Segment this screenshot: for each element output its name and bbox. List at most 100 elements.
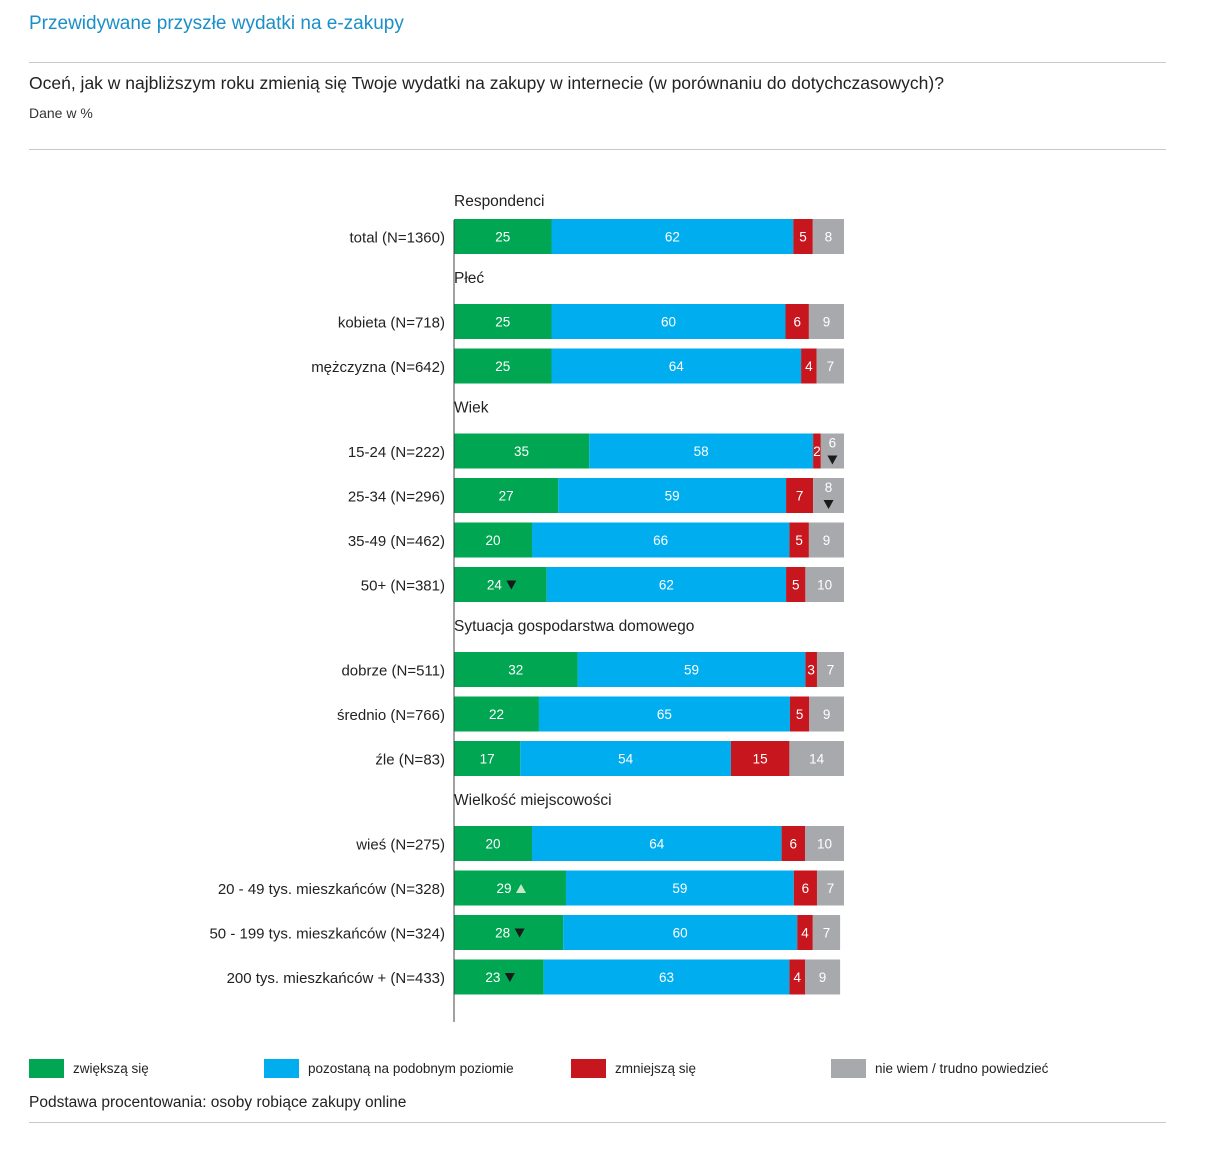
value-label-dont-know: 8	[825, 480, 833, 495]
value-label-dont-know: 7	[827, 881, 835, 896]
bar-segment-dont-know	[816, 870, 844, 906]
legend-item-dont-know: nie wiem / trudno powiedzieć	[831, 1058, 1048, 1078]
bar-segment-increase	[454, 826, 532, 861]
bar-segment-dont-know	[812, 219, 844, 254]
bar-segment-decrease	[789, 522, 809, 558]
bar-segment-same	[563, 915, 798, 950]
bar-segment-decrease	[730, 741, 790, 776]
value-label-decrease: 5	[795, 533, 803, 548]
value-label-dont-know: 9	[823, 707, 831, 722]
value-label-same: 66	[653, 533, 668, 548]
value-label-increase: 35	[514, 444, 529, 459]
bar-segment-decrease	[797, 915, 813, 950]
value-label-decrease: 4	[801, 926, 809, 941]
bar-segment-same	[532, 522, 790, 558]
row-label: mężczyzna (N=642)	[311, 359, 445, 376]
legend-swatch-same	[264, 1058, 299, 1078]
value-label-dont-know: 9	[823, 533, 831, 548]
row-label: 20 - 49 tys. mieszkańców (N=328)	[218, 881, 445, 898]
legend-item-same: pozostaną na podobnym poziomie	[264, 1058, 514, 1078]
value-label-increase: 20	[485, 533, 500, 548]
row-label: total (N=1360)	[350, 230, 445, 247]
bar-segment-increase	[454, 219, 552, 254]
value-label-decrease: 3	[807, 663, 815, 678]
unit-note: Dane w %	[29, 105, 93, 121]
value-label-decrease: 4	[793, 970, 801, 985]
value-label-dont-know: 7	[827, 359, 835, 374]
value-label-increase: 20	[485, 837, 500, 852]
bar-segment-dont-know	[808, 304, 844, 339]
value-label-decrease: 7	[796, 489, 804, 504]
arrow-up-icon	[515, 884, 526, 893]
value-label-decrease: 2	[813, 444, 821, 459]
bar-segment-increase	[454, 522, 532, 558]
bar-segment-increase	[454, 567, 547, 602]
value-label-same: 60	[661, 315, 676, 330]
arrow-down-icon	[823, 500, 834, 509]
survey-question: Oceń, jak w najbliższym roku zmienią się…	[29, 73, 944, 93]
bar-segment-same	[520, 741, 731, 776]
bar-segment-decrease	[786, 567, 806, 602]
value-label-dont-know: 14	[809, 752, 825, 767]
legend-swatch-increase	[29, 1058, 64, 1078]
bar-segment-decrease	[781, 826, 805, 861]
row-label: 200 tys. mieszkańców + (N=433)	[227, 970, 445, 987]
value-label-decrease: 4	[805, 359, 813, 374]
bar-segment-same	[543, 959, 790, 995]
row-label: 25-34 (N=296)	[348, 489, 445, 506]
bar-segment-increase	[454, 915, 564, 950]
bar-segment-dont-know	[789, 741, 844, 776]
value-label-decrease: 5	[799, 230, 807, 245]
bar-segment-increase	[454, 741, 521, 776]
divider-bottom	[29, 1122, 1166, 1123]
value-label-same: 63	[659, 970, 674, 985]
bar-segment-increase	[454, 870, 566, 906]
value-label-increase: 29	[496, 881, 511, 896]
value-label-increase: 17	[480, 752, 495, 767]
bar-segment-same	[546, 567, 787, 602]
bar-segment-same	[565, 870, 794, 906]
page-title: Przewidywane przyszłe wydatki na e-zakup…	[29, 13, 404, 34]
value-label-increase: 25	[495, 315, 510, 330]
value-label-dont-know: 9	[823, 315, 831, 330]
legend-item-decrease: zmniejszą się	[571, 1058, 696, 1078]
value-label-same: 58	[694, 444, 709, 459]
row-label: kobieta (N=718)	[338, 315, 445, 332]
value-label-decrease: 5	[796, 707, 804, 722]
bar-segment-increase	[454, 348, 552, 384]
divider-top	[29, 62, 1166, 63]
bar-segment-increase	[454, 959, 544, 995]
value-label-decrease: 6	[802, 881, 810, 896]
legend-label-decrease: zmniejszą się	[615, 1060, 697, 1076]
legend-label-dont-know: nie wiem / trudno powiedzieć	[875, 1060, 1049, 1076]
group-title: Wielkość miejscowości	[454, 792, 612, 809]
value-label-same: 59	[684, 663, 699, 678]
arrow-down-icon	[504, 973, 515, 982]
bar-segment-decrease	[785, 304, 809, 339]
value-label-increase: 25	[495, 230, 510, 245]
value-label-dont-know: 6	[829, 436, 837, 451]
value-label-increase: 22	[489, 707, 504, 722]
row-label: 35-49 (N=462)	[348, 533, 445, 550]
value-label-decrease: 15	[753, 752, 768, 767]
bar-segment-same	[577, 652, 806, 687]
bar-segment-dont-know	[805, 826, 844, 861]
bar-segment-dont-know	[816, 652, 844, 687]
legend-label-increase: zwiększą się	[73, 1060, 149, 1076]
value-label-same: 59	[672, 881, 687, 896]
bar-segment-dont-know	[809, 696, 844, 732]
bar-segment-dont-know	[820, 433, 844, 469]
bar-segment-same	[558, 478, 787, 513]
group-title: Sytuacja gospodarstwa domowego	[454, 618, 694, 635]
bar-segment-increase	[454, 304, 552, 339]
row-label: 50+ (N=381)	[361, 578, 445, 595]
value-label-increase: 24	[487, 578, 503, 593]
value-label-same: 64	[669, 359, 685, 374]
bar-segment-dont-know	[805, 959, 841, 995]
arrow-down-icon	[506, 580, 517, 590]
bar-segment-same	[538, 696, 790, 732]
value-label-dont-know: 10	[817, 578, 832, 593]
bar-segment-same	[551, 304, 786, 339]
bar-segment-decrease	[813, 433, 821, 469]
